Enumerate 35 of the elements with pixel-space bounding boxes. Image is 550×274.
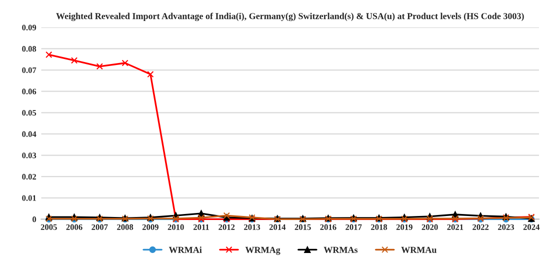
x-tick-label: 2014 xyxy=(269,224,286,230)
y-tick-label: 0.04 xyxy=(22,131,36,137)
x-tick-label: 2023 xyxy=(498,224,514,230)
x-tick-label: 2006 xyxy=(66,224,82,230)
x-tick-label: 2008 xyxy=(117,224,134,230)
x-tick-label: 2007 xyxy=(92,224,108,230)
x-tick-label: 2013 xyxy=(244,224,260,230)
x-tick-label: 2015 xyxy=(294,224,311,230)
x-tick-label: 2010 xyxy=(168,224,184,230)
x-tick-label: 2005 xyxy=(40,224,57,230)
x-tick-label: 2017 xyxy=(346,224,362,230)
legend-label: WRMAu xyxy=(401,246,436,253)
y-tick-label: 0.02 xyxy=(22,174,36,180)
y-tick-label: 0.01 xyxy=(22,195,36,201)
x-tick-label: 2016 xyxy=(320,224,336,230)
legend-label: WRMAg xyxy=(245,246,280,255)
x-tick-label: 2009 xyxy=(142,224,158,230)
x-tick-label: 2012 xyxy=(218,224,235,230)
y-tick-label: 0.03 xyxy=(22,152,36,158)
y-tick-label: 0 xyxy=(32,216,36,222)
y-tick-label: 0.09 xyxy=(22,24,36,30)
y-tick-label: 0.05 xyxy=(22,110,36,116)
legend-label: WRMAs xyxy=(324,246,358,253)
legend-label: WRMAi xyxy=(168,246,202,253)
x-tick-label: 2021 xyxy=(447,224,464,230)
x-tick-label: 2024 xyxy=(523,224,540,230)
x-tick-label: 2020 xyxy=(422,224,438,230)
x-tick-label: 2011 xyxy=(193,224,209,230)
y-tick-label: 0.07 xyxy=(22,67,36,74)
x-tick-label: 2018 xyxy=(371,224,388,230)
x-tick-label: 2022 xyxy=(472,224,489,230)
y-tick-label: 0.06 xyxy=(22,88,36,94)
x-tick-label: 2019 xyxy=(396,224,412,230)
y-tick-label: 0.08 xyxy=(22,46,36,52)
chart-title: Weighted Revealed Import Advantage of India(i), Germany(g) Switzerland(s) & USA(u) at Product levels (HS Code 3003) xyxy=(56,12,524,22)
